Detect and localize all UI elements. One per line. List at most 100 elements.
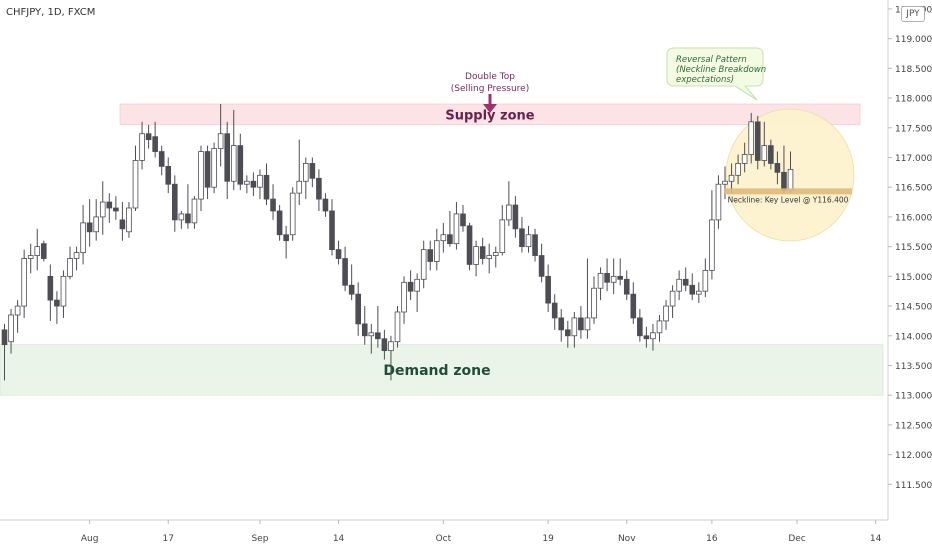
candle-body <box>781 171 787 191</box>
price-axis-label: 114.500 <box>895 303 932 313</box>
candle <box>211 142 217 194</box>
double-top-label: Double Top <box>465 72 515 82</box>
candle-body <box>768 145 774 164</box>
candle-body <box>93 216 100 233</box>
candle-body <box>86 222 93 233</box>
time-axis-label: Dec <box>788 534 805 544</box>
candle <box>185 184 191 229</box>
price-axis-label: 114.000 <box>895 332 932 342</box>
candle <box>388 335 394 381</box>
candle <box>171 175 178 232</box>
candle <box>479 237 486 265</box>
candle-body <box>519 228 525 248</box>
candle-body <box>787 168 794 191</box>
candle <box>381 329 388 360</box>
reversal-callout-bubble <box>666 47 764 101</box>
candle-body <box>709 219 715 271</box>
candle-body <box>761 145 768 161</box>
candle <box>650 323 656 351</box>
symbol-label: CHFJPY, 1D, FXCM <box>6 7 96 18</box>
candle-body <box>198 151 204 200</box>
candle <box>335 240 342 265</box>
candle <box>355 282 361 336</box>
candle <box>152 121 158 158</box>
candle <box>86 199 93 247</box>
candle-body <box>604 272 610 283</box>
candle-body <box>774 163 781 173</box>
candle <box>433 228 440 271</box>
candle-body <box>453 213 460 245</box>
double-top-arrow-head <box>483 104 497 113</box>
candle-body <box>27 255 34 259</box>
candle-body <box>257 174 263 188</box>
candle <box>309 157 316 188</box>
candle-body <box>637 317 643 337</box>
candle-body <box>270 198 276 212</box>
currency-badge[interactable]: JPY <box>901 6 925 22</box>
candle-body <box>191 198 198 224</box>
candle <box>440 222 447 253</box>
candle <box>532 228 538 262</box>
candle-body <box>571 317 578 337</box>
candle-body <box>119 219 126 230</box>
candle-body <box>132 160 139 209</box>
candle <box>447 210 453 247</box>
candle <box>506 181 512 226</box>
candle-body <box>60 275 67 307</box>
double-top-sublabel: (Selling Pressure) <box>451 84 529 94</box>
candle <box>41 240 47 262</box>
candle-body <box>407 281 414 292</box>
candle <box>217 104 224 167</box>
candle <box>702 258 709 298</box>
candle <box>512 196 519 238</box>
candle <box>486 243 492 274</box>
candle <box>119 202 126 241</box>
candle <box>401 276 407 324</box>
candle <box>558 309 565 342</box>
price-axis-label: 115.000 <box>895 273 932 283</box>
candle-body <box>722 180 728 185</box>
candle <box>420 240 427 289</box>
candle <box>768 139 774 170</box>
candle-body <box>447 234 453 245</box>
candle-body <box>506 204 512 221</box>
supply-zone-label: Supply zone <box>445 108 534 123</box>
price-axis-label: 117.500 <box>895 124 932 134</box>
candle <box>204 145 211 200</box>
price-axis-label: 111.500 <box>895 481 932 491</box>
candle <box>682 267 689 292</box>
candle <box>597 267 604 301</box>
candle-body <box>597 272 604 289</box>
price-axis-label: 116.000 <box>895 213 932 223</box>
candle-body <box>8 314 14 343</box>
time-axis-label: Sep <box>251 534 268 544</box>
candle <box>545 264 551 312</box>
price-axis-label: 112.000 <box>895 451 932 461</box>
candle-body <box>388 341 394 352</box>
candle <box>610 258 617 295</box>
candle-body <box>204 151 211 188</box>
candle-body <box>525 234 532 248</box>
annotations-layer: Neckline: Key Level @ Y116.400 Double Top… <box>451 47 852 204</box>
candle <box>8 309 14 354</box>
candle <box>643 326 650 348</box>
candle <box>158 145 165 176</box>
candle-body <box>375 332 381 340</box>
candle-body <box>617 275 623 280</box>
candle-body <box>433 240 440 262</box>
candle <box>492 246 499 268</box>
time-axis-label: 17 <box>163 534 174 544</box>
candle-body <box>551 302 558 319</box>
candle-body <box>178 213 185 221</box>
candle-body <box>486 255 492 259</box>
candle-body <box>165 165 172 185</box>
candle-body <box>669 290 676 307</box>
reversal-callout-line1: Reversal Pattern <box>676 55 747 65</box>
candle <box>689 273 696 301</box>
candle-body <box>591 287 597 319</box>
reversal-callout-line3: expectations) <box>676 75 734 85</box>
candle <box>263 163 270 206</box>
candle-body <box>696 290 702 295</box>
